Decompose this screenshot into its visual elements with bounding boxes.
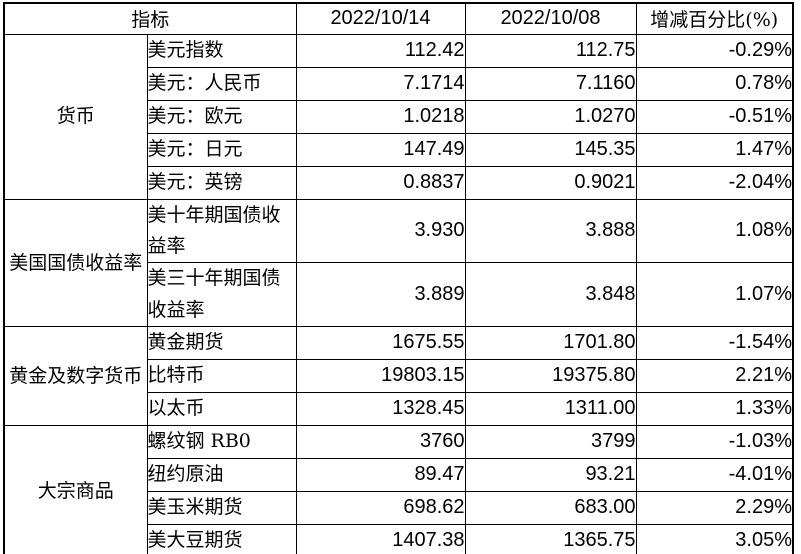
value-cell: 3.848: [464, 262, 637, 327]
value-cell: 1407.38: [295, 523, 466, 554]
value-cell: 19803.15: [295, 358, 466, 393]
change-cell: 0.78%: [635, 66, 794, 101]
table-row: 纽约原油 89.47 93.21 -4.01%: [4, 457, 794, 492]
value-cell: 93.21: [464, 457, 637, 492]
indicator-cell: 美元：欧元: [146, 99, 297, 134]
indicator-cell: 黄金期货: [146, 325, 297, 360]
change-cell: 1.07%: [635, 262, 794, 327]
value-cell: 0.9021: [464, 165, 637, 200]
category-cell-treasury: 美国国债收益率: [3, 198, 148, 327]
category-cell-currency: 货币: [3, 33, 148, 200]
table-row: 美大豆期货 1407.38 1365.75 3.05%: [4, 523, 794, 554]
value-cell: 7.1714: [295, 66, 466, 101]
header-row: 指标 2022/10/14 2022/10/08 增减百分比(%): [3, 2, 794, 35]
table-row: 美玉米期货 698.62 683.00 2.29%: [4, 490, 794, 525]
indicator-cell: 美大豆期货: [146, 523, 297, 554]
indicator-cell: 美元：人民币: [146, 66, 297, 101]
table-row: 美元：英镑 0.8837 0.9021 -2.04%: [4, 165, 794, 200]
table-row: 比特币 19803.15 19375.80 2.21%: [4, 358, 794, 393]
change-cell: -1.03%: [635, 424, 794, 459]
value-cell: 698.62: [295, 490, 466, 525]
value-cell: 147.49: [295, 132, 466, 167]
change-cell: 3.05%: [635, 523, 794, 554]
value-cell: 1675.55: [295, 325, 466, 360]
change-cell: -2.04%: [635, 165, 794, 200]
value-cell: 0.8837: [295, 165, 466, 200]
indicator-cell: 美玉米期货: [146, 490, 297, 525]
table-row: 美国国债收益率 美十年期国债收益率 3.930 3.888 1.08%: [3, 198, 794, 327]
change-cell: 1.47%: [635, 132, 794, 167]
value-cell: 112.42: [295, 33, 466, 68]
header-date-2: 2022/10/08: [464, 2, 637, 35]
change-cell: 2.21%: [635, 358, 794, 393]
table-row: 大宗商品 螺纹钢 RB0 3760 3799 -1.03%: [3, 424, 794, 554]
change-cell: -0.29%: [635, 33, 794, 68]
value-cell: 3760: [295, 424, 466, 459]
indicator-cell: 美元：英镑: [146, 165, 297, 200]
table-row: 美元：人民币 7.1714 7.1160 0.78%: [4, 66, 794, 101]
indicator-cell: 以太币: [146, 391, 297, 426]
value-cell: 7.1160: [464, 66, 637, 101]
header-date-1: 2022/10/14: [295, 2, 466, 35]
change-cell: -0.51%: [635, 99, 794, 134]
table-row: 美三十年期国债收益率 3.889 3.848 1.07%: [4, 262, 794, 327]
change-cell: -1.54%: [635, 325, 794, 360]
value-cell: 3.889: [295, 262, 466, 327]
indicator-cell: 美元：日元: [146, 132, 297, 167]
value-cell: 19375.80: [464, 358, 637, 393]
header-change: 增减百分比(%): [635, 2, 794, 35]
value-cell: 145.35: [464, 132, 637, 167]
change-cell: 2.29%: [635, 490, 794, 525]
value-cell: 89.47: [295, 457, 466, 492]
value-cell: 3.930: [295, 198, 466, 264]
indicator-cell: 比特币: [146, 358, 297, 393]
value-cell: 3.888: [464, 198, 637, 264]
table-row: 黄金及数字货币 黄金期货 1675.55 1701.80 -1.54%: [3, 325, 794, 426]
value-cell: 1365.75: [464, 523, 637, 554]
indicator-cell: 美三十年期国债收益率: [146, 262, 297, 327]
category-cell-gold-crypto: 黄金及数字货币: [3, 325, 148, 426]
table-row: 美元：欧元 1.0218 1.0270 -0.51%: [4, 99, 794, 134]
indicator-cell: 纽约原油: [146, 457, 297, 492]
indicator-cell: 美十年期国债收益率: [146, 198, 297, 264]
indicator-cell: 美元指数: [146, 33, 297, 68]
indicator-cell: 螺纹钢 RB0: [146, 424, 297, 459]
value-cell: 1311.00: [464, 391, 637, 426]
category-cell-commodities: 大宗商品: [3, 424, 148, 554]
value-cell: 1701.80: [464, 325, 637, 360]
change-cell: -4.01%: [635, 457, 794, 492]
change-cell: 1.08%: [635, 198, 794, 264]
value-cell: 112.75: [464, 33, 637, 68]
table-row: 美元：日元 147.49 145.35 1.47%: [4, 132, 794, 167]
value-cell: 1.0270: [464, 99, 637, 134]
value-cell: 3799: [464, 424, 637, 459]
value-cell: 1.0218: [295, 99, 466, 134]
value-cell: 683.00: [464, 490, 637, 525]
table-row: 货币 美元指数 112.42 112.75 -0.29%: [3, 33, 794, 200]
value-cell: 1328.45: [295, 391, 466, 426]
table-row: 以太币 1328.45 1311.00 1.33%: [4, 391, 794, 426]
header-indicator: 指标: [3, 2, 297, 35]
change-cell: 1.33%: [635, 391, 794, 426]
indicators-table: 指标 2022/10/14 2022/10/08 增减百分比(%) 货币 美元指…: [3, 2, 794, 554]
